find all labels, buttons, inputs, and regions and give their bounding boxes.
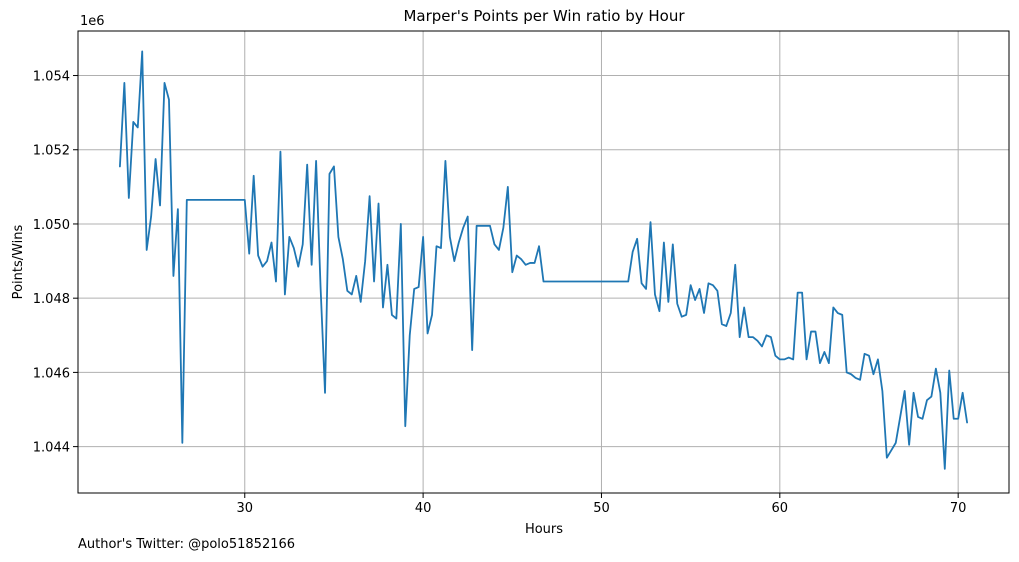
- x-axis-label: Hours: [525, 522, 563, 537]
- y-tick-label: 1.048: [33, 292, 70, 307]
- y-axis-scale-label: 1e6: [80, 14, 105, 29]
- y-axis-label: Points/Wins: [11, 224, 26, 299]
- y-tick-label: 1.050: [33, 218, 70, 233]
- y-axis-ticks: 1.044 1.046 1.048 1.050 1.052 1.054: [33, 70, 78, 456]
- x-tick-label: 60: [772, 501, 789, 516]
- y-tick-label: 1.054: [33, 70, 70, 85]
- chart-title: Marper's Points per Win ratio by Hour: [403, 7, 685, 25]
- x-tick-label: 70: [950, 501, 967, 516]
- series-line-group: [119, 50, 968, 470]
- y-tick-label: 1.052: [33, 144, 70, 159]
- gridlines: [78, 31, 1009, 493]
- x-tick-label: 40: [415, 501, 432, 516]
- author-credit: Author's Twitter: @polo51852166: [78, 537, 296, 552]
- series-line: [119, 50, 968, 470]
- y-tick-label: 1.044: [33, 441, 70, 456]
- plot-frame: [77, 30, 1010, 494]
- y-tick-label: 1.046: [33, 366, 70, 381]
- x-tick-label: 50: [593, 501, 610, 516]
- x-tick-label: 30: [236, 501, 253, 516]
- x-axis-ticks: 30 40 50 60 70: [236, 493, 966, 516]
